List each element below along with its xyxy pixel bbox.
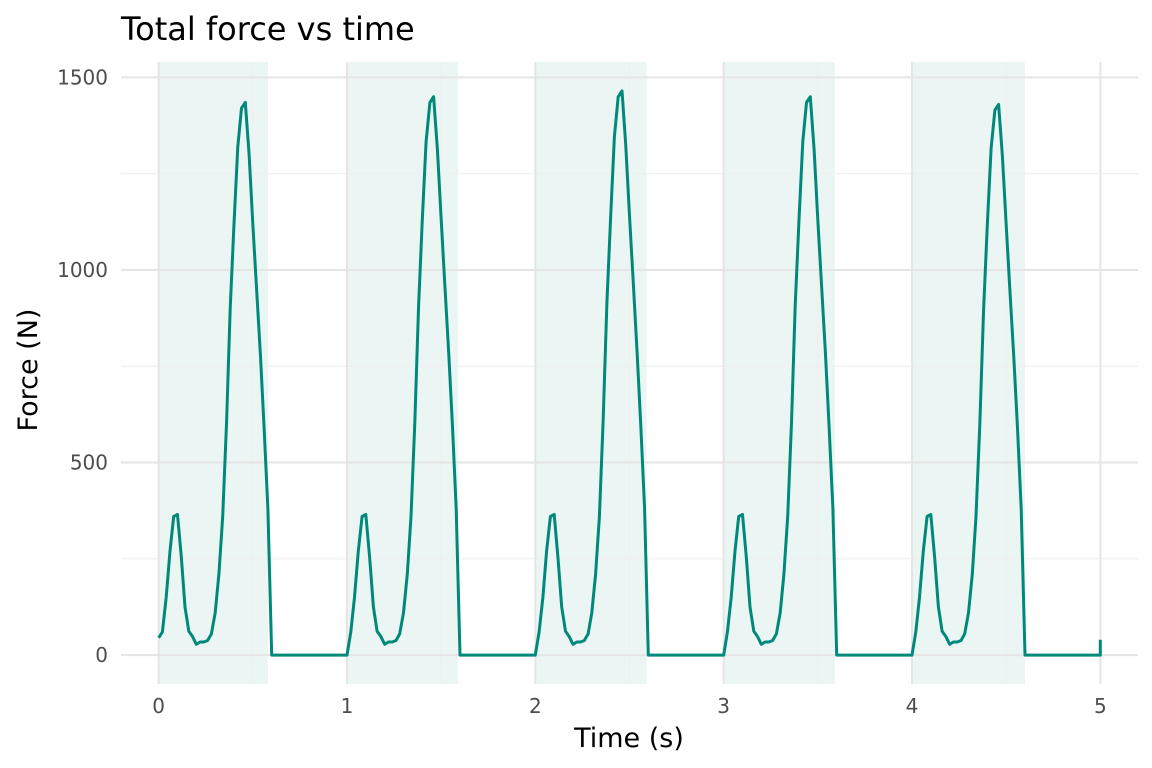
shaded-interval-1 xyxy=(158,62,268,684)
chart-title: Total force vs time xyxy=(120,10,415,48)
x-tick-label: 5 xyxy=(1094,694,1107,718)
x-tick-label: 3 xyxy=(717,694,730,718)
y-tick-label: 1500 xyxy=(57,65,108,89)
shaded-interval-5 xyxy=(912,62,1025,684)
x-tick-label: 0 xyxy=(152,694,165,718)
y-axis-ticks: 0 500 1000 1500 xyxy=(57,65,108,667)
gridlines xyxy=(121,62,1138,684)
force-series-line xyxy=(157,89,1102,657)
series-layer xyxy=(157,89,1102,657)
y-tick-label: 1000 xyxy=(57,258,108,282)
y-axis-title: Force (N) xyxy=(13,309,44,432)
stance-shading xyxy=(158,62,1025,684)
x-tick-label: 1 xyxy=(341,694,354,718)
y-tick-label: 500 xyxy=(70,451,108,475)
x-axis-title: Time (s) xyxy=(573,723,684,754)
x-tick-label: 4 xyxy=(906,694,919,718)
x-axis-ticks: 0 1 2 3 4 5 xyxy=(152,694,1106,718)
y-tick-label: 0 xyxy=(95,643,108,667)
x-tick-label: 2 xyxy=(529,694,542,718)
